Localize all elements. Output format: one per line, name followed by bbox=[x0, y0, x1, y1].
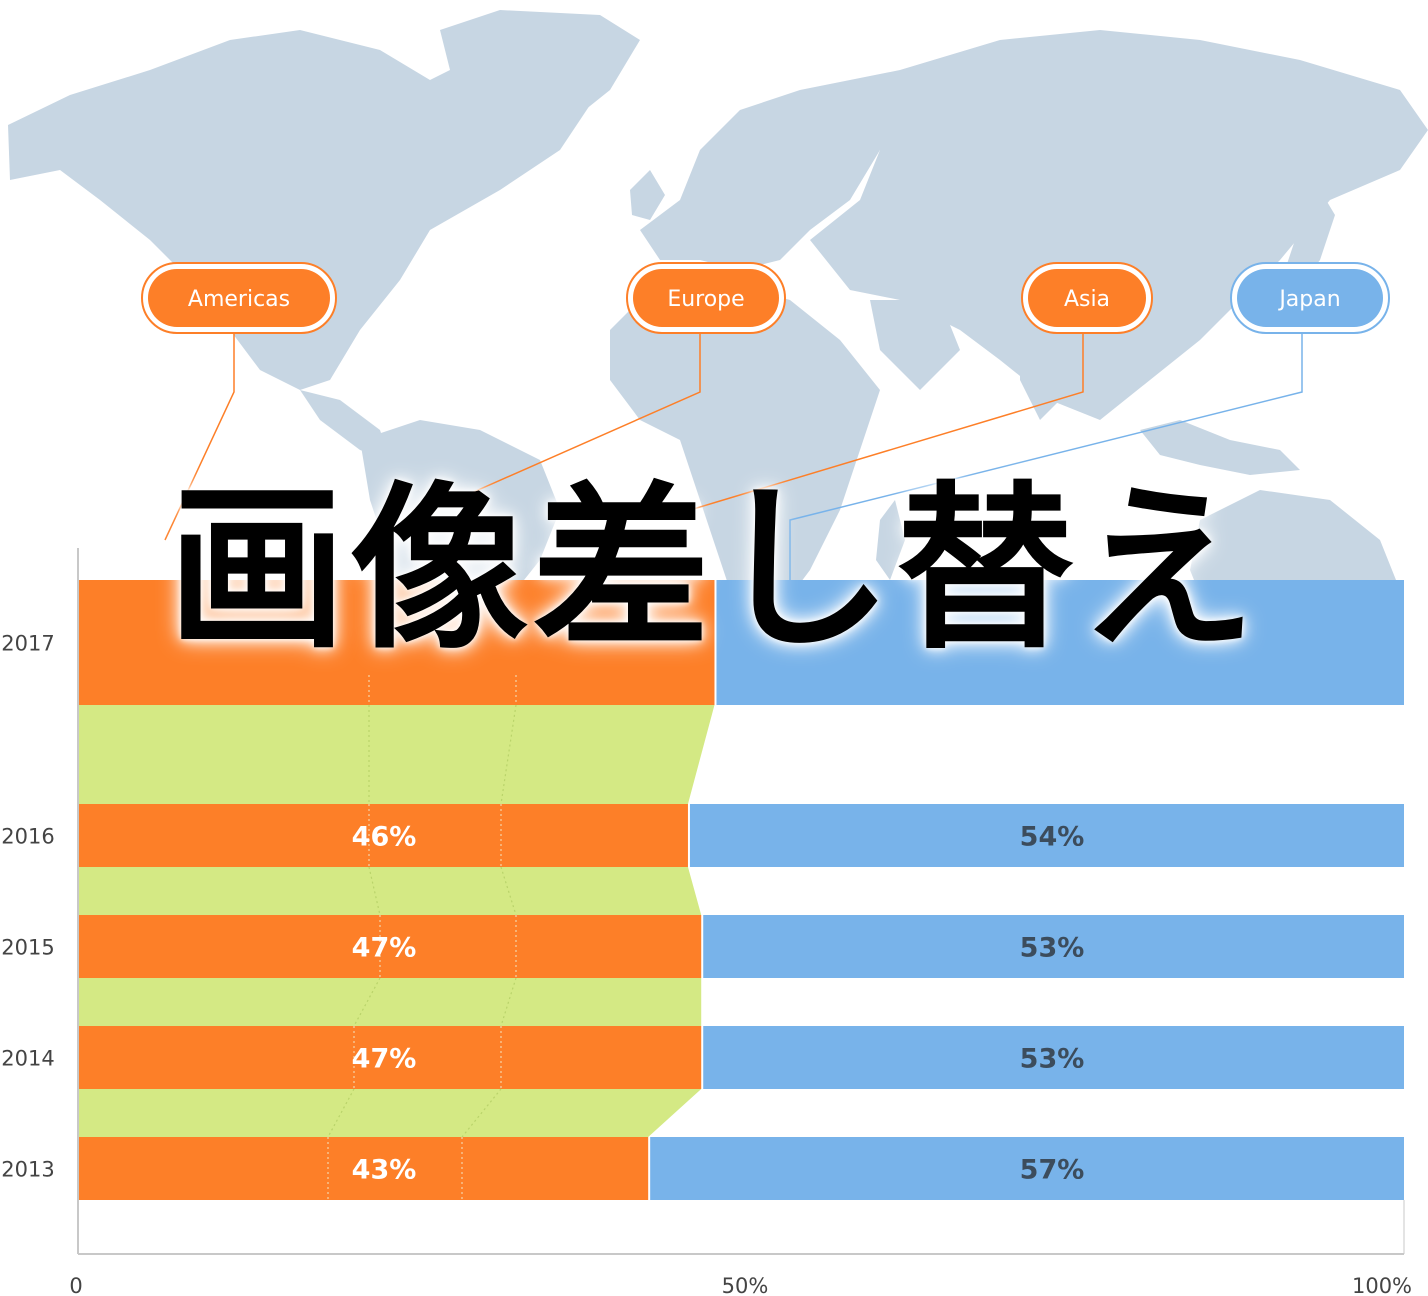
divider-line bbox=[353, 977, 381, 1027]
bar-segment-share-a bbox=[78, 1137, 649, 1200]
divider-line bbox=[500, 704, 517, 805]
year-label: 2014 bbox=[1, 1047, 54, 1071]
leader-line-europe bbox=[459, 334, 701, 499]
callout-europe: Europe bbox=[626, 262, 786, 334]
x-tick-label: 100% bbox=[1352, 1274, 1412, 1296]
bar-segment-share-a bbox=[78, 1026, 702, 1089]
world-map bbox=[8, 10, 1428, 700]
bar-segment-share-a bbox=[78, 580, 715, 705]
x-tick-label: 50% bbox=[722, 1274, 769, 1296]
bar-segment-share-b bbox=[650, 1137, 1404, 1200]
year-label: 2013 bbox=[1, 1158, 54, 1182]
year-label: 2016 bbox=[1, 825, 54, 849]
connector-band bbox=[78, 978, 702, 1026]
bar-value-label: 47% bbox=[352, 1044, 417, 1075]
divider-line bbox=[368, 866, 381, 916]
divider-line bbox=[500, 866, 517, 916]
divider-line bbox=[500, 977, 517, 1027]
bar-value-label: 53% bbox=[1020, 1044, 1085, 1075]
callout-asia: Asia bbox=[1021, 262, 1153, 334]
bar-segment-share-a bbox=[78, 804, 688, 867]
callout-label: Americas bbox=[188, 287, 290, 312]
bar-value-label: 53% bbox=[1020, 933, 1085, 964]
bar-value-label: 43% bbox=[352, 1155, 417, 1186]
leader-line-asia bbox=[689, 334, 1084, 511]
year-label: 2017 bbox=[1, 632, 54, 656]
connector-band bbox=[78, 1089, 702, 1137]
callout-label: Japan bbox=[1277, 287, 1340, 312]
stacked-bar-chart: 0 50% 100% 2017 46% 54% 2016 47% 53% 2015 47% 53% 2… bbox=[1, 548, 1412, 1296]
connector-band bbox=[78, 705, 715, 804]
bar-segment-share-b bbox=[703, 915, 1404, 978]
callout-japan: Japan bbox=[1230, 262, 1390, 334]
bar-segment-share-a bbox=[78, 915, 702, 978]
leader-line-japan bbox=[789, 334, 1303, 580]
bar-segment-share-b bbox=[716, 580, 1404, 705]
bar-value-label: 47% bbox=[352, 933, 417, 964]
callout-leader-lines bbox=[164, 334, 1303, 580]
overlay-caption: 画像差し替え bbox=[168, 466, 1260, 673]
year-label: 2015 bbox=[1, 936, 54, 960]
connector-band bbox=[78, 867, 702, 915]
bar-segment-share-b bbox=[689, 804, 1404, 867]
x-tick-label: 0 bbox=[69, 1274, 82, 1296]
map-callouts: Americas Europe Asia Japan bbox=[141, 262, 1390, 334]
leader-line-americas bbox=[164, 334, 235, 541]
bar-value-label: 54% bbox=[1020, 822, 1085, 853]
callout-americas: Americas bbox=[141, 262, 337, 334]
bar-segment-share-b bbox=[703, 1026, 1404, 1089]
callout-label: Europe bbox=[667, 287, 744, 312]
divider-line bbox=[461, 1088, 502, 1138]
divider-line bbox=[327, 1088, 355, 1138]
callout-label: Asia bbox=[1064, 287, 1110, 312]
bar-value-label: 57% bbox=[1020, 1155, 1085, 1186]
bar-value-label: 46% bbox=[352, 822, 417, 853]
